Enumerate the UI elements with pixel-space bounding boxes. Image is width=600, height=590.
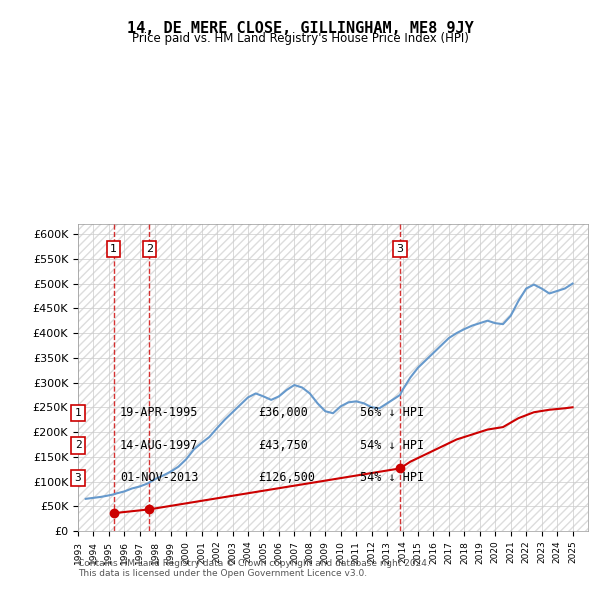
- Bar: [349, 224, 356, 531]
- Bar: [457, 224, 464, 531]
- Text: Price paid vs. HM Land Registry's House Price Index (HPI): Price paid vs. HM Land Registry's House …: [131, 32, 469, 45]
- Bar: [333, 224, 341, 531]
- Bar: [480, 224, 488, 531]
- Bar: [287, 224, 295, 531]
- Bar: [109, 224, 116, 531]
- Bar: [410, 224, 418, 531]
- Bar: [356, 224, 364, 531]
- Bar: [248, 224, 256, 531]
- Text: 3: 3: [74, 473, 82, 483]
- Bar: [488, 224, 495, 531]
- Bar: [341, 224, 349, 531]
- Bar: [495, 224, 503, 531]
- Text: 14-AUG-1997: 14-AUG-1997: [120, 439, 199, 452]
- Bar: [418, 224, 426, 531]
- Bar: [542, 224, 550, 531]
- Bar: [279, 224, 287, 531]
- Text: 19-APR-1995: 19-APR-1995: [120, 407, 199, 419]
- Bar: [116, 224, 124, 531]
- Bar: [403, 224, 410, 531]
- Bar: [194, 224, 202, 531]
- Bar: [395, 224, 403, 531]
- Bar: [441, 224, 449, 531]
- Bar: [371, 224, 379, 531]
- Bar: [302, 224, 310, 531]
- Bar: [325, 224, 333, 531]
- Bar: [464, 224, 472, 531]
- Bar: [449, 224, 457, 531]
- Text: 54% ↓ HPI: 54% ↓ HPI: [360, 439, 424, 452]
- Text: 54% ↓ HPI: 54% ↓ HPI: [360, 471, 424, 484]
- Bar: [565, 224, 572, 531]
- Bar: [364, 224, 371, 531]
- Bar: [86, 224, 94, 531]
- Text: £36,000: £36,000: [258, 407, 308, 419]
- Bar: [186, 224, 194, 531]
- Bar: [433, 224, 441, 531]
- Bar: [387, 224, 395, 531]
- Bar: [78, 224, 86, 531]
- Bar: [550, 224, 557, 531]
- Bar: [94, 224, 101, 531]
- Bar: [202, 224, 209, 531]
- Bar: [256, 224, 263, 531]
- Bar: [271, 224, 279, 531]
- Bar: [472, 224, 480, 531]
- Bar: [263, 224, 271, 531]
- Text: Contains HM Land Registry data © Crown copyright and database right 2024.
This d: Contains HM Land Registry data © Crown c…: [78, 559, 430, 578]
- Text: 01-NOV-2013: 01-NOV-2013: [120, 471, 199, 484]
- Bar: [379, 224, 387, 531]
- Bar: [140, 224, 148, 531]
- Text: 1: 1: [74, 408, 82, 418]
- Bar: [101, 224, 109, 531]
- Text: 1: 1: [110, 244, 117, 254]
- Text: 2: 2: [74, 441, 82, 450]
- Bar: [132, 224, 140, 531]
- Bar: [557, 224, 565, 531]
- Bar: [240, 224, 248, 531]
- Bar: [511, 224, 518, 531]
- Bar: [426, 224, 433, 531]
- Bar: [503, 224, 511, 531]
- Bar: [171, 224, 178, 531]
- Bar: [580, 224, 588, 531]
- Bar: [225, 224, 233, 531]
- Text: 14, DE MERE CLOSE, GILLINGHAM, ME8 9JY: 14, DE MERE CLOSE, GILLINGHAM, ME8 9JY: [127, 21, 473, 35]
- Bar: [155, 224, 163, 531]
- Text: 3: 3: [397, 244, 404, 254]
- Bar: [572, 224, 580, 531]
- Bar: [310, 224, 317, 531]
- Bar: [148, 224, 155, 531]
- Bar: [209, 224, 217, 531]
- Bar: [217, 224, 225, 531]
- Bar: [295, 224, 302, 531]
- Bar: [518, 224, 526, 531]
- Text: 2: 2: [146, 244, 153, 254]
- Bar: [526, 224, 534, 531]
- Text: £126,500: £126,500: [258, 471, 315, 484]
- Bar: [163, 224, 171, 531]
- Bar: [233, 224, 240, 531]
- Text: £43,750: £43,750: [258, 439, 308, 452]
- Bar: [178, 224, 186, 531]
- Bar: [317, 224, 325, 531]
- Bar: [534, 224, 542, 531]
- Text: 56% ↓ HPI: 56% ↓ HPI: [360, 407, 424, 419]
- Bar: [124, 224, 132, 531]
